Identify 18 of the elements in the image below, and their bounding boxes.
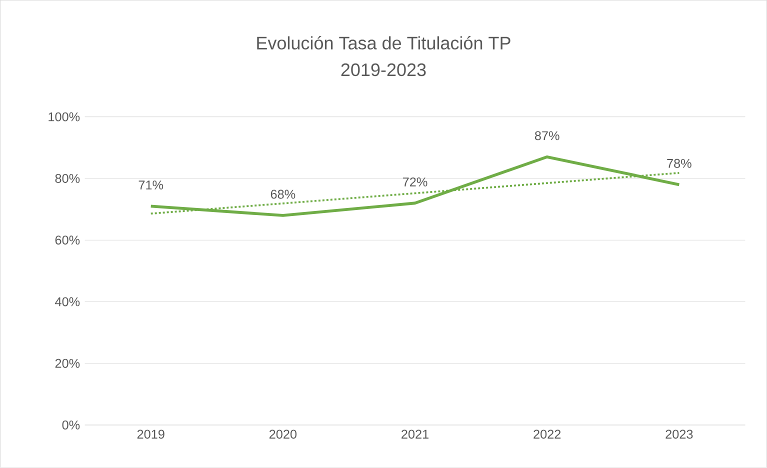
chart-subtitle: 2019-2023 [341,64,426,76]
data-label: 72% [402,178,428,186]
data-label: 78% [667,159,692,168]
y-tick-label: 60% [55,236,80,245]
x-tick-label: 2023 [666,430,693,439]
chart-title: Evolución Tasa de Titulación TP [257,36,510,50]
x-tick-label: 2020 [269,430,297,439]
data-label: 68% [270,190,296,199]
y-tick-label: 0% [62,420,80,430]
y-tick-label: 20% [55,358,80,368]
data-label: 87% [534,131,560,140]
data-label: 71% [138,180,164,190]
x-tick-label: 2022 [534,430,561,439]
x-tick-label: 2019 [137,430,164,439]
x-tick-label: 2021 [402,430,428,439]
y-tick-label: 80% [55,174,80,184]
y-tick-label: 40% [55,297,80,306]
y-tick-label: 100% [48,112,80,122]
